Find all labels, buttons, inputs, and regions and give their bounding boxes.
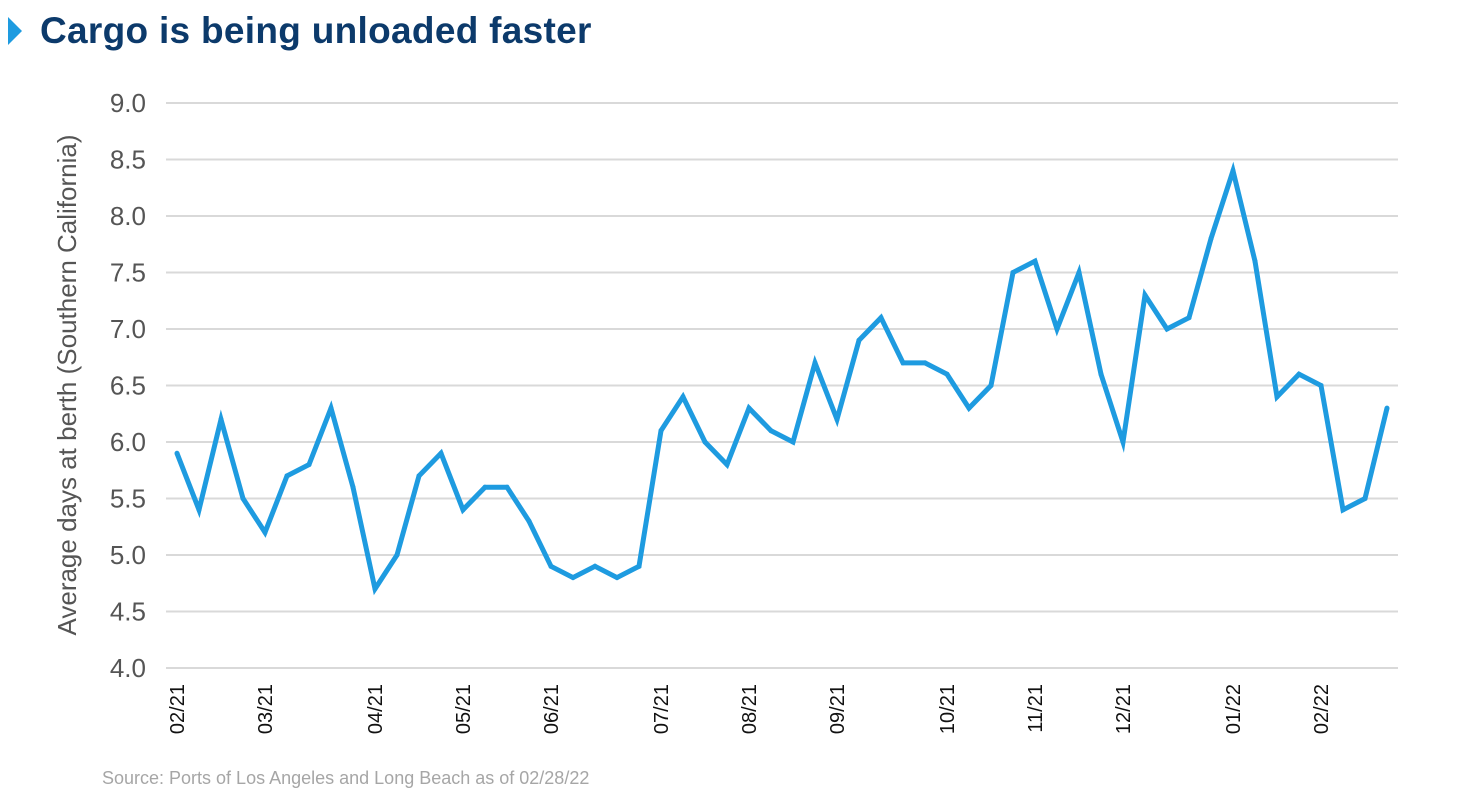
y-tick-label: 5.5 bbox=[110, 484, 146, 514]
x-tick-label: 07/21 bbox=[651, 684, 673, 734]
data-point bbox=[1054, 326, 1060, 332]
data-point bbox=[306, 462, 312, 468]
y-axis-ticks: 4.0 4.5 5.0 5.5 6.0 6.5 7.0 7.5 8.0 8.5 9.0 bbox=[110, 88, 146, 683]
title-arrow-icon bbox=[8, 17, 22, 45]
data-point bbox=[394, 552, 400, 558]
x-tick-label: 02/21 bbox=[167, 684, 189, 734]
data-point bbox=[702, 439, 708, 445]
data-point bbox=[482, 484, 488, 490]
data-point bbox=[1362, 496, 1368, 501]
data-point bbox=[636, 563, 642, 569]
data-point bbox=[966, 405, 972, 411]
x-tick-label: 02/22 bbox=[1311, 684, 1333, 734]
x-tick-label: 03/21 bbox=[255, 684, 277, 734]
title-row: Cargo is being unloaded faster bbox=[8, 6, 592, 56]
y-tick-label: 4.0 bbox=[110, 653, 146, 683]
data-point bbox=[284, 473, 290, 479]
data-point bbox=[196, 507, 202, 513]
data-point bbox=[240, 496, 246, 501]
x-tick-label: 05/21 bbox=[453, 684, 475, 734]
data-point bbox=[614, 575, 620, 581]
data-point bbox=[1032, 258, 1038, 264]
data-point bbox=[900, 360, 906, 366]
data-point bbox=[812, 360, 818, 366]
x-tick-label: 08/21 bbox=[739, 684, 761, 734]
x-tick-label: 01/22 bbox=[1223, 684, 1245, 734]
data-point bbox=[834, 416, 840, 422]
data-point bbox=[372, 586, 378, 592]
x-tick-label: 11/21 bbox=[1025, 684, 1047, 733]
y-axis-label: Average days at berth (Southern Californ… bbox=[52, 134, 82, 635]
data-point bbox=[680, 394, 686, 400]
data-point bbox=[790, 439, 796, 445]
grid-lines bbox=[166, 102, 1398, 669]
data-point bbox=[944, 371, 950, 377]
x-tick-label: 12/21 bbox=[1113, 684, 1135, 734]
chart-title: Cargo is being unloaded faster bbox=[40, 10, 592, 51]
data-point bbox=[746, 405, 752, 411]
data-point bbox=[350, 484, 356, 490]
data-point bbox=[1098, 371, 1104, 377]
data-point bbox=[988, 383, 994, 388]
data-point bbox=[592, 563, 598, 569]
series-line bbox=[174, 161, 1390, 596]
y-tick-label: 7.0 bbox=[110, 314, 146, 344]
data-point bbox=[1208, 236, 1214, 242]
data-point bbox=[856, 337, 862, 343]
source-note: Source: Ports of Los Angeles and Long Be… bbox=[102, 768, 590, 788]
data-point bbox=[922, 360, 928, 366]
x-axis-ticks: 02/21 03/21 04/21 05/21 06/21 07/21 08/21 09/21… bbox=[167, 684, 1333, 734]
x-tick-label: 04/21 bbox=[365, 684, 387, 734]
y-tick-label: 8.0 bbox=[110, 201, 146, 231]
data-point bbox=[1340, 507, 1346, 513]
data-point bbox=[1274, 394, 1280, 400]
data-point bbox=[262, 529, 268, 535]
data-point bbox=[1120, 439, 1126, 445]
data-point bbox=[438, 450, 444, 456]
data-point bbox=[218, 416, 224, 422]
data-point bbox=[1186, 315, 1192, 321]
data-point bbox=[174, 450, 180, 456]
x-tick-label: 06/21 bbox=[541, 684, 563, 734]
data-point bbox=[1384, 405, 1390, 411]
y-tick-label: 4.5 bbox=[110, 597, 146, 627]
data-point bbox=[328, 405, 334, 411]
series-group bbox=[174, 161, 1390, 596]
data-point bbox=[1230, 168, 1236, 174]
data-point bbox=[658, 428, 664, 434]
y-tick-label: 8.5 bbox=[110, 145, 146, 175]
x-tick-label: 10/21 bbox=[937, 684, 959, 734]
data-point bbox=[878, 315, 884, 321]
y-tick-label: 7.5 bbox=[110, 258, 146, 288]
data-point bbox=[526, 518, 532, 524]
data-point bbox=[1164, 326, 1170, 332]
data-point bbox=[768, 428, 774, 434]
y-tick-label: 9.0 bbox=[110, 88, 146, 118]
data-point bbox=[1010, 270, 1016, 275]
data-point bbox=[724, 462, 730, 468]
data-point bbox=[1318, 383, 1324, 388]
data-point bbox=[504, 484, 510, 490]
x-tick-label: 09/21 bbox=[827, 684, 849, 734]
data-point bbox=[1252, 258, 1258, 264]
data-point bbox=[1296, 371, 1302, 377]
data-point bbox=[1076, 270, 1082, 275]
y-tick-label: 6.0 bbox=[110, 427, 146, 457]
y-tick-label: 5.0 bbox=[110, 540, 146, 570]
y-tick-label: 6.5 bbox=[110, 371, 146, 401]
data-point bbox=[570, 575, 576, 581]
data-point bbox=[460, 507, 466, 513]
data-point bbox=[548, 563, 554, 569]
data-point bbox=[1142, 292, 1148, 298]
data-point bbox=[416, 473, 422, 479]
